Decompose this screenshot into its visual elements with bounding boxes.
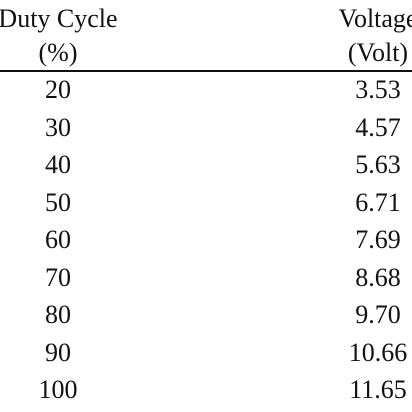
table-cell: 8.68 (355, 262, 401, 292)
table-cell: 90 (45, 337, 71, 367)
header-cell: Voltage (338, 4, 412, 33)
table-cell: 30 (45, 112, 71, 142)
table-cell: 7.69 (355, 225, 401, 254)
table-cell: 6.71 (355, 187, 401, 217)
table-cell: 4.57 (355, 112, 401, 142)
table-cell: 3.53 (355, 75, 401, 104)
table-cell: 40 (45, 150, 71, 179)
table-cell: 70 (45, 262, 71, 292)
table-cell: 10.66 (348, 337, 408, 367)
header-cell: (%) (38, 38, 78, 67)
table-cell: 100 (38, 375, 78, 404)
table-cell: 80 (45, 300, 71, 329)
table-cell: 5.63 (355, 150, 401, 179)
table-cell: 60 (45, 225, 71, 254)
table-cell: 50 (45, 187, 71, 217)
table-cell: 20 (45, 75, 71, 104)
header-cell: Duty Cycle (0, 4, 118, 33)
header-rule (0, 70, 412, 72)
table-cell: 9.70 (355, 300, 401, 329)
header-cell: (Volt) (347, 38, 409, 67)
table-cell: 11.65 (349, 375, 407, 404)
